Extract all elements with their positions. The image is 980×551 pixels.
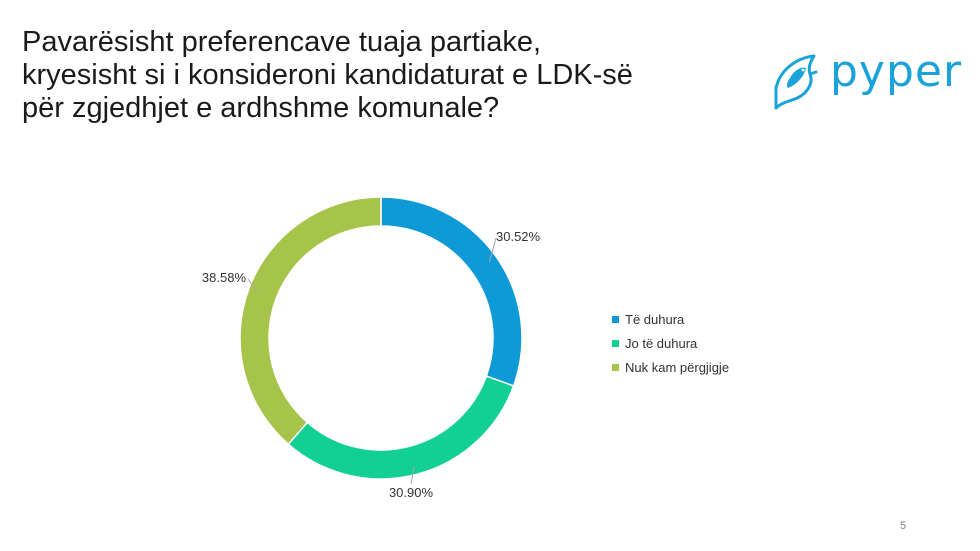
legend-swatch-2 (612, 339, 619, 347)
legend-swatch-3 (612, 363, 619, 371)
pyper-logo (774, 54, 818, 110)
logo-text: pyper (830, 46, 963, 97)
data-label-3: 38.58% (202, 270, 247, 285)
legend-label-2: Jo të duhura (625, 335, 698, 351)
page-number: 5 (900, 520, 907, 532)
leader-line-2 (410, 466, 415, 485)
bird-icon (774, 54, 818, 110)
legend-item-3: Nuk kam përgjigje (612, 355, 729, 379)
legend-label-1: Të duhura (625, 311, 685, 327)
bird-fill-icon (786, 67, 806, 88)
legend-item-2: Jo të duhura (612, 331, 729, 355)
donut-slice-1 (380, 196, 523, 387)
chart-legend: Të duhura Jo të duhura Nuk kam përgjigje (612, 307, 729, 379)
donut-slice-3 (239, 196, 382, 446)
title-line-2: kryesisht si i konsideroni kandidaturat … (22, 59, 633, 91)
page-title: Pavarësisht preferencave tuaja partiake,… (22, 26, 742, 125)
leader-line-3 (247, 278, 258, 292)
data-label-2: 30.90% (389, 485, 434, 500)
leader-line-1 (488, 237, 497, 263)
donut-slice-2 (287, 375, 515, 480)
legend-item-1: Të duhura (612, 307, 729, 331)
title-line-3: për zgjedhjet e ardhshme komunale? (22, 92, 500, 124)
data-label-1: 30.52% (496, 229, 541, 244)
legend-label-3: Nuk kam përgjigje (625, 359, 730, 375)
title-line-1: Pavarësisht preferencave tuaja partiake, (22, 26, 542, 58)
legend-swatch-1 (612, 315, 619, 323)
